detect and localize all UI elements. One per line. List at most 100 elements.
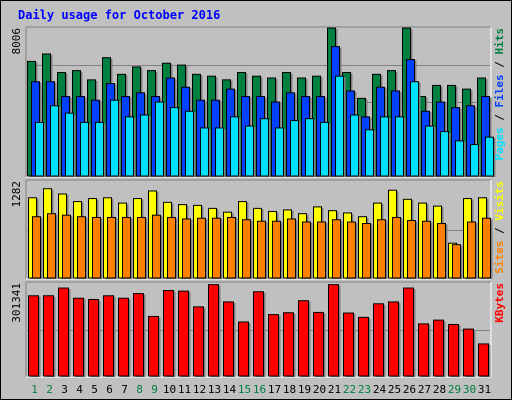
- bar-pages-day-24: [380, 116, 389, 177]
- bar-kbytes-day-9: [148, 315, 159, 377]
- bar-kbytes-day-23: [358, 316, 369, 377]
- bar-sites-day-18: [287, 218, 296, 279]
- bar-sites-day-2: [47, 213, 56, 279]
- bar-pages-day-15: [245, 125, 254, 177]
- bar-pages-day-6: [110, 99, 119, 177]
- bar-pages-day-5: [95, 121, 104, 177]
- bar-sites-day-22: [347, 221, 356, 279]
- bar-pages-day-8: [140, 114, 149, 177]
- day-label-15: 15: [238, 383, 251, 396]
- bar-sites-day-27: [422, 220, 431, 279]
- bar-kbytes-day-8: [133, 293, 144, 377]
- panel-hits-legend: Pages / Files / Hits: [493, 28, 506, 161]
- day-label-27: 27: [418, 383, 431, 396]
- bar-kbytes-day-16: [253, 291, 264, 377]
- chart-title: Daily usage for October 2016: [18, 8, 220, 22]
- bar-sites-day-5: [92, 216, 101, 279]
- bar-sites-day-24: [377, 219, 386, 279]
- bar-kbytes-day-18: [283, 312, 294, 377]
- bar-kbytes-day-25: [388, 301, 399, 377]
- day-label-11: 11: [178, 383, 191, 396]
- day-label-12: 12: [193, 383, 206, 396]
- bar-sites-day-12: [197, 217, 206, 279]
- day-label-2: 2: [46, 383, 53, 396]
- bar-pages-day-12: [200, 127, 209, 177]
- bar-sites-day-26: [407, 219, 416, 279]
- day-label-25: 25: [388, 383, 401, 396]
- bar-sites-day-14: [227, 216, 236, 279]
- day-label-7: 7: [121, 383, 128, 396]
- bar-pages-day-14: [230, 116, 239, 177]
- bar-sites-day-31: [482, 217, 491, 279]
- bar-pages-day-31: [485, 136, 494, 177]
- bar-kbytes-day-26: [403, 287, 414, 377]
- bar-kbytes-day-7: [118, 297, 129, 377]
- legend-separator: /: [493, 108, 506, 128]
- bar-pages-day-28: [440, 131, 449, 177]
- bar-pages-day-22: [350, 114, 359, 177]
- legend-kbytes: KBytes: [493, 283, 506, 323]
- bar-pages-day-4: [80, 121, 89, 177]
- bar-kbytes-day-29: [448, 323, 459, 377]
- day-label-1: 1: [31, 383, 38, 396]
- day-labels: 1 2 3 4 5 6 7 8 9 10 11 12 13 14 15 16 17 18 19 20 21 22 23 24 2…: [31, 383, 491, 396]
- day-label-18: 18: [283, 383, 296, 396]
- panel-legend-text: KBytes: [493, 283, 506, 323]
- bar-pages-day-27: [425, 125, 434, 177]
- bar-sites-day-13: [212, 217, 221, 279]
- bar-kbytes-day-22: [343, 312, 354, 377]
- bar-kbytes-day-14: [223, 301, 234, 377]
- bar-kbytes-day-17: [268, 314, 279, 377]
- day-label-5: 5: [91, 383, 98, 396]
- day-label-28: 28: [433, 383, 446, 396]
- bar-sites-day-29: [452, 244, 461, 279]
- bar-sites-day-8: [137, 216, 146, 279]
- bar-sites-day-4: [77, 216, 86, 279]
- day-label-23: 23: [358, 383, 371, 396]
- bar-sites-day-7: [122, 216, 131, 279]
- day-label-4: 4: [76, 383, 83, 396]
- panel-visits-legend: Sites / Visits: [493, 181, 506, 274]
- day-label-20: 20: [313, 383, 326, 396]
- bar-sites-day-1: [32, 216, 41, 279]
- bar-kbytes-day-27: [418, 323, 429, 377]
- day-label-8: 8: [136, 383, 143, 396]
- bar-sites-day-6: [107, 216, 116, 279]
- bar-pages-day-10: [170, 107, 179, 177]
- panel-visits: 1282 Sites / Visits: [10, 179, 506, 280]
- legend-hits: Hits: [493, 28, 506, 55]
- bar-pages-day-9: [155, 101, 164, 177]
- day-label-13: 13: [208, 383, 221, 396]
- bar-pages-day-13: [215, 127, 224, 177]
- bar-kbytes-day-5: [88, 298, 99, 377]
- day-label-21: 21: [328, 383, 341, 396]
- panel-kbytes-max-label: 301341: [10, 283, 23, 323]
- bar-pages-day-23: [365, 129, 374, 177]
- bar-kbytes-day-28: [433, 319, 444, 377]
- bar-kbytes-day-3: [58, 287, 69, 377]
- day-label-24: 24: [373, 383, 387, 396]
- legend-pages: Pages: [493, 127, 506, 160]
- bar-pages-day-11: [185, 110, 194, 177]
- bar-kbytes-day-15: [238, 321, 249, 377]
- panel-visits-max-label: 1282: [10, 181, 23, 208]
- day-label-26: 26: [403, 383, 416, 396]
- day-label-14: 14: [223, 383, 237, 396]
- bar-pages-day-18: [290, 120, 299, 177]
- bar-pages-day-20: [320, 121, 329, 177]
- panel-kbytes: 301341 KBytes: [10, 281, 506, 378]
- day-label-19: 19: [298, 383, 311, 396]
- day-label-10: 10: [163, 383, 176, 396]
- day-label-16: 16: [253, 383, 266, 396]
- bar-sites-day-9: [152, 214, 161, 279]
- bar-pages-day-26: [410, 81, 419, 177]
- panel-kbytes-legend: KBytes: [493, 283, 506, 323]
- legend-separator: /: [493, 221, 506, 241]
- legend-visits: Visits: [493, 181, 506, 221]
- bar-kbytes-day-1: [28, 295, 39, 377]
- bar-kbytes-day-10: [163, 290, 174, 377]
- bar-pages-day-1: [35, 121, 44, 177]
- day-label-22: 22: [343, 383, 356, 396]
- bar-sites-day-11: [182, 218, 191, 279]
